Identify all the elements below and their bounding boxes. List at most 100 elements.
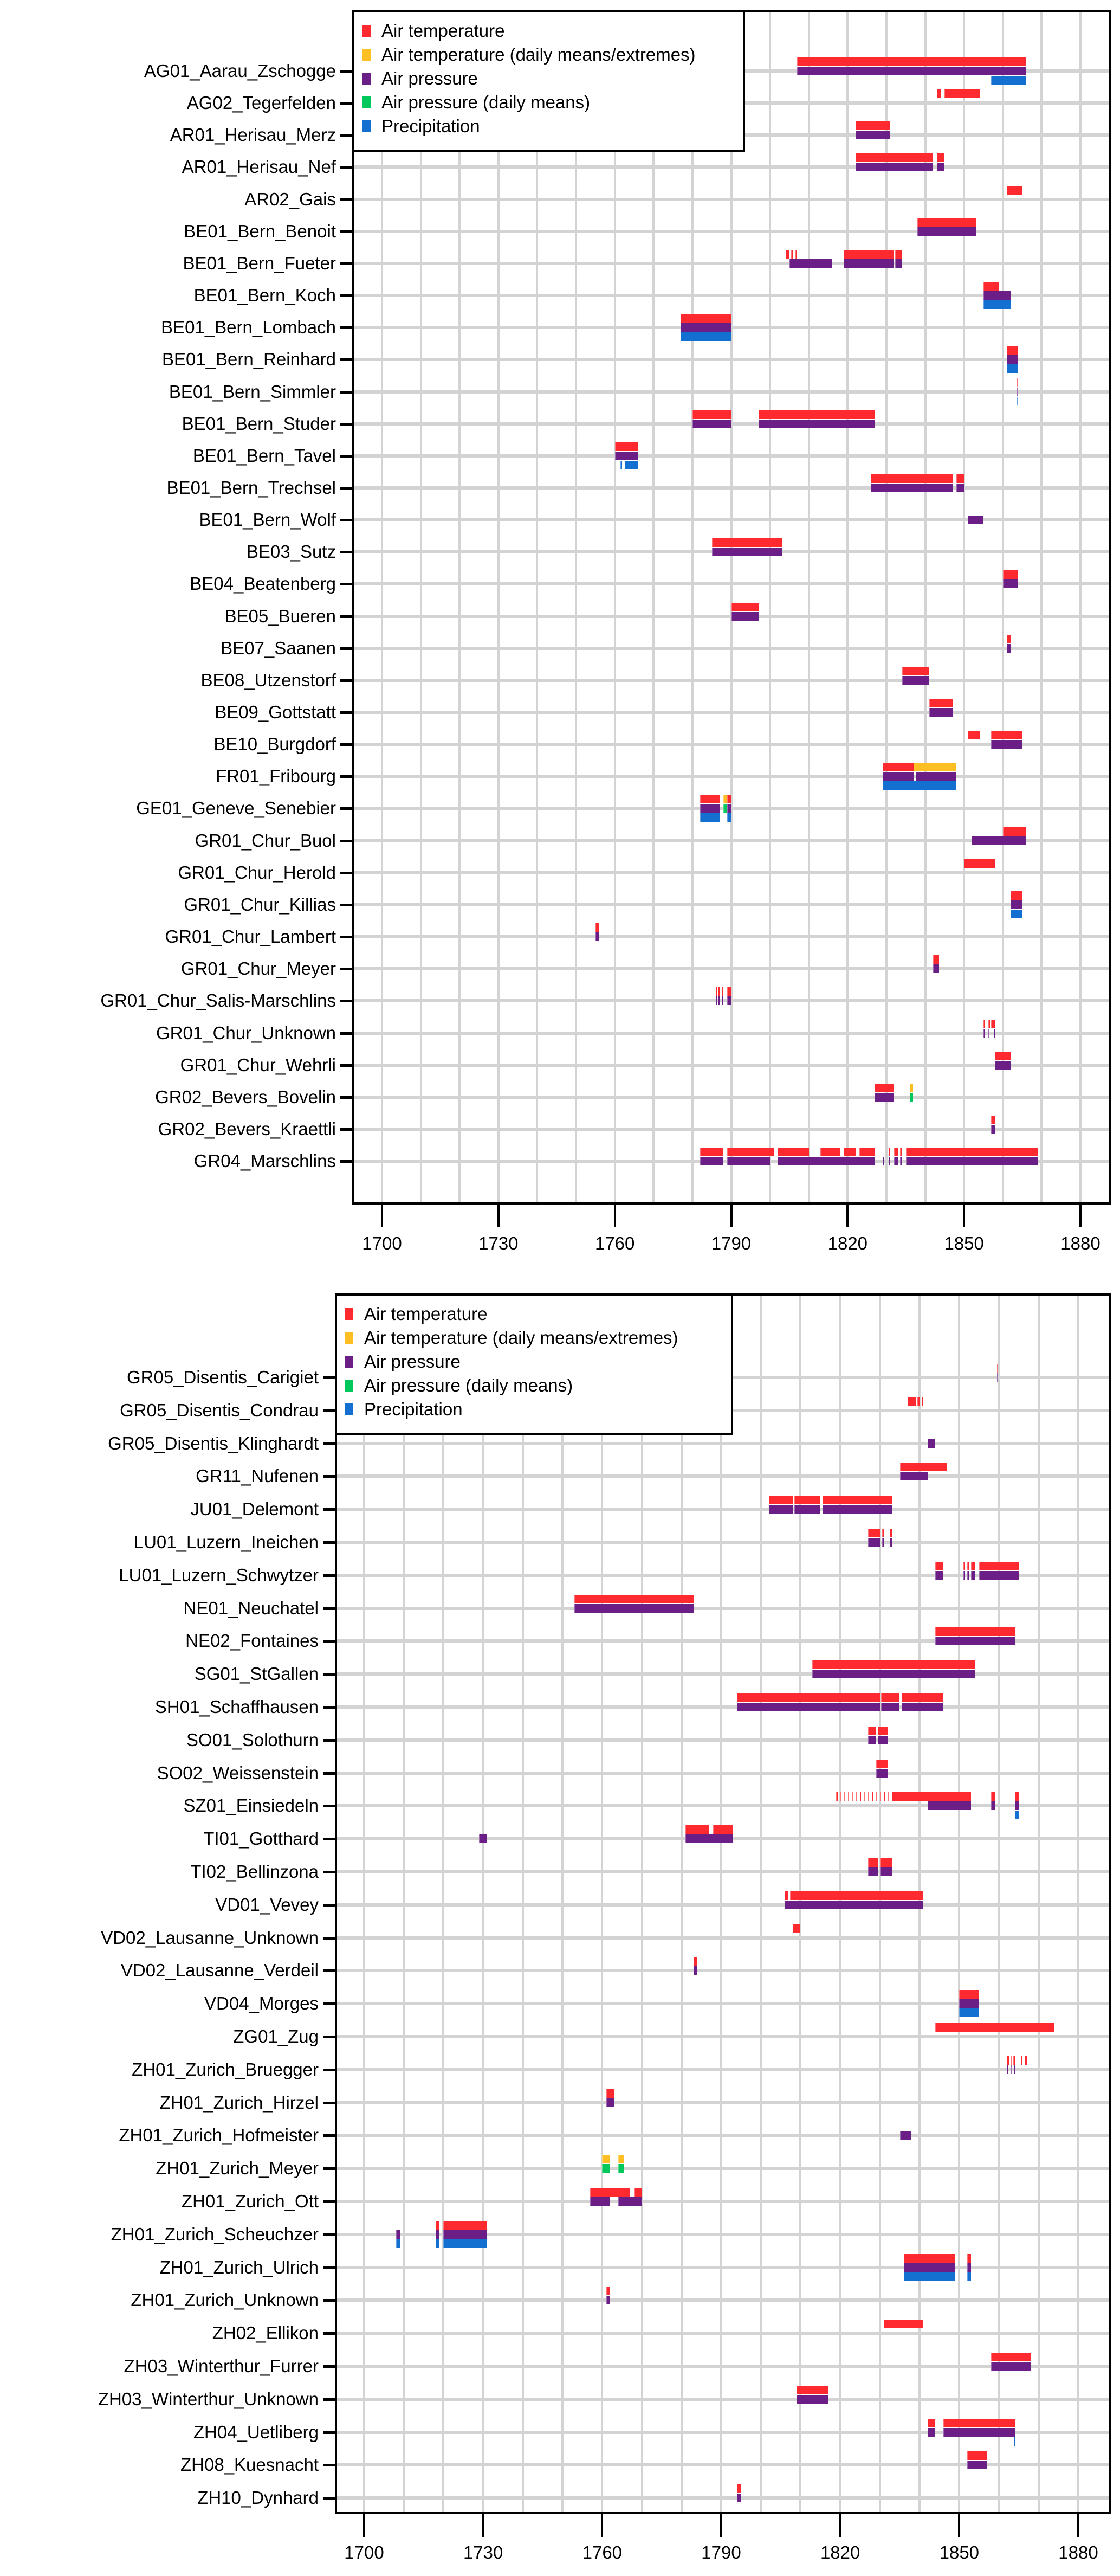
- bar-temp: [963, 1561, 966, 1570]
- bar-pressure: [595, 932, 600, 942]
- bar-temp: [935, 1561, 944, 1570]
- y-axis-tick: [323, 1376, 335, 1379]
- bar-precip: [1017, 396, 1019, 405]
- bar-temp: [967, 1561, 969, 1570]
- bar-precip: [1014, 1811, 1019, 1820]
- x-axis-tick: [839, 2514, 841, 2537]
- gridline-horizontal: [354, 454, 1109, 458]
- bar-temp: [871, 474, 953, 483]
- bar-temp: [711, 538, 782, 548]
- y-axis-tick: [340, 583, 352, 586]
- bar-temp: [633, 2188, 642, 2197]
- gridline-horizontal: [354, 871, 1109, 874]
- gridline-vertical: [691, 12, 694, 1202]
- y-axis-tick: [340, 70, 352, 73]
- bar-temp: [894, 1148, 898, 1157]
- station-label: GR01_Chur_Herold: [178, 862, 336, 883]
- bar-temp: [794, 1496, 821, 1505]
- station-label: GE01_Geneve_Senebier: [136, 798, 336, 819]
- bar-pressure: [879, 1867, 892, 1876]
- bar-temp: [1011, 891, 1022, 900]
- y-axis-tick: [340, 454, 352, 458]
- legend-item-temp: Air temperature: [362, 19, 734, 43]
- bar-temp: [1006, 346, 1019, 355]
- bar-temp: [879, 1858, 892, 1867]
- bar-temp: [921, 1396, 924, 1406]
- station-label: GR02_Bevers_Kraettli: [158, 1118, 336, 1139]
- bar-pressure: [967, 2461, 987, 2470]
- gridline-horizontal: [337, 2397, 1109, 2401]
- gridline-vertical: [924, 12, 927, 1202]
- bar-pressure: [797, 2394, 828, 2404]
- legend-item-temp-daily: Air temperature (daily means/extremes): [362, 43, 734, 67]
- bar-pressure: [685, 1834, 733, 1844]
- station-label: AR01_Herisau_Nef: [182, 157, 336, 177]
- bar-temp: [995, 1051, 1011, 1060]
- x-axis-label: 1790: [701, 2542, 741, 2562]
- bar-temp: [872, 1792, 873, 1801]
- bar-temp: [959, 1990, 979, 1999]
- y-axis-tick: [323, 2134, 335, 2137]
- gridline-horizontal: [354, 999, 1109, 1003]
- station-label: SG01_StGallen: [194, 1664, 319, 1684]
- legend-swatch-icon: [345, 1403, 353, 1415]
- bar-pressure: [959, 1999, 979, 2008]
- station-label: ZH04_Uetliberg: [193, 2422, 319, 2442]
- bar-temp: [590, 2188, 630, 2197]
- legend-swatch-icon: [362, 120, 371, 132]
- station-label: BE05_Bueren: [224, 606, 336, 626]
- bar-pressure: [935, 1637, 1015, 1646]
- bar-temp: [1020, 2056, 1023, 2065]
- y-axis-tick: [323, 1969, 335, 1973]
- y-axis-tick: [340, 647, 352, 650]
- gridline-horizontal: [337, 2298, 1109, 2302]
- bar-temp: [727, 987, 731, 996]
- bar-precip: [700, 813, 720, 822]
- bar-temp: [606, 2089, 614, 2098]
- bar-temp: [758, 410, 875, 419]
- y-axis-tick: [340, 1160, 352, 1163]
- x-axis-tick: [363, 2514, 365, 2537]
- bar-pressure: [935, 1570, 944, 1580]
- x-axis-label: 1850: [939, 2542, 980, 2562]
- bar-pressure: [606, 2098, 614, 2107]
- legend-item-pressure-daily: Air pressure (daily means): [362, 91, 734, 114]
- bar-temp: [990, 1792, 995, 1801]
- bar-temp: [737, 2484, 741, 2494]
- station-label: AG02_Tegerfelden: [186, 93, 336, 113]
- station-label: VD02_Lausanne_Unknown: [101, 1927, 319, 1948]
- bar-pressure: [692, 419, 731, 428]
- y-axis-tick: [340, 1128, 352, 1131]
- station-label: BE01_Bern_Reinhard: [161, 349, 336, 370]
- y-axis-tick: [323, 2398, 335, 2401]
- bar-pressure: [855, 131, 891, 140]
- bar-pressure: [778, 1157, 875, 1166]
- bar-pressure: [996, 1373, 999, 1382]
- x-axis-tick: [601, 2514, 604, 2537]
- bar-temp: [964, 859, 995, 868]
- gridline-horizontal: [337, 1573, 1109, 1577]
- bar-temp: [991, 1115, 995, 1124]
- bar-temp: [900, 1148, 902, 1157]
- gridline-horizontal: [354, 678, 1109, 682]
- bar-precip: [681, 332, 731, 342]
- station-label: ZH01_Zurich_Ott: [181, 2191, 319, 2211]
- y-axis-tick: [340, 166, 352, 169]
- y-axis-tick: [323, 1936, 335, 1940]
- bar-temp: [908, 1396, 916, 1406]
- station-label: NE02_Fontaines: [185, 1631, 319, 1651]
- bar-temp: [988, 1019, 990, 1028]
- y-axis-tick: [323, 2068, 335, 2071]
- bar-temp: [983, 1019, 985, 1028]
- bar-temp: [768, 1496, 793, 1505]
- legend-label: Air temperature: [364, 1304, 488, 1324]
- bar-temp: [443, 2220, 487, 2230]
- bar-temp: [1014, 1792, 1019, 1801]
- bar-pressure: [983, 291, 1011, 300]
- bar-temp: [595, 923, 600, 932]
- bar-pressure: [758, 419, 875, 428]
- y-axis-tick: [323, 2464, 335, 2467]
- station-label: ZH01_Zurich_Unknown: [131, 2290, 319, 2310]
- station-label: VD04_Morges: [204, 1993, 319, 2014]
- bar-pressure: [882, 1538, 884, 1547]
